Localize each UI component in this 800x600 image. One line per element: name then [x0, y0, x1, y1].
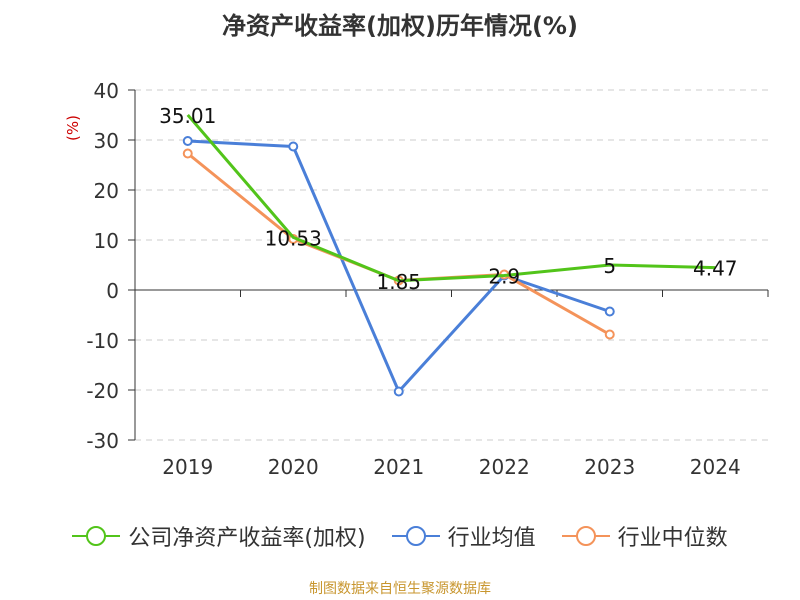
point-industry-avg [393, 386, 404, 397]
y-tick-label: 30 [94, 129, 119, 153]
legend-circle-company [86, 526, 107, 546]
point-industry-avg [604, 306, 615, 317]
point-industry-median [182, 148, 193, 159]
y-tick-label: 40 [94, 79, 119, 103]
y-tick-label: -20 [86, 379, 119, 403]
series-line-industry-avg [187, 139, 611, 393]
point-industry-median [604, 329, 615, 340]
y-tick-label: 0 [106, 279, 119, 303]
data-label-company: 10.53 [265, 226, 322, 250]
legend-item-industry-median[interactable]: 行业中位数 [561, 520, 728, 552]
legend-marker-company [72, 526, 121, 546]
x-tick-label: 2022 [479, 455, 530, 479]
data-label-company: 1.85 [376, 270, 421, 294]
legend-marker-industry-median [561, 526, 610, 546]
legend-item-industry-avg[interactable]: 行业均值 [391, 520, 536, 552]
x-tick-label: 2020 [268, 455, 319, 479]
data-label-company: 2.9 [488, 265, 520, 289]
legend-label-industry-avg: 行业均值 [447, 526, 536, 551]
point-industry-avg [182, 136, 193, 146]
data-label-company: 4.47 [693, 257, 738, 281]
x-tick-label: 2024 [690, 455, 741, 479]
legend-label-industry-median: 行业中位数 [617, 526, 728, 551]
data-label-company: 5 [603, 254, 616, 278]
x-tick-label: 2019 [162, 455, 213, 479]
data-label-company: 35.01 [159, 104, 216, 128]
y-tick-label: -10 [86, 329, 119, 353]
y-tick-label: 20 [94, 179, 119, 203]
legend-marker-industry-avg [391, 526, 440, 546]
y-axis-label: (%) [64, 115, 82, 141]
data-source-note: 制图数据来自恒生聚源数据库 [309, 581, 491, 597]
y-tick-label: -30 [86, 429, 119, 453]
x-tick-label: 2021 [373, 455, 424, 479]
chart-legend: 公司净资产收益率(加权) 行业均值 行业中位数 [0, 520, 800, 552]
legend-circle-industry-avg [405, 526, 426, 546]
legend-label-company: 公司净资产收益率(加权) [128, 526, 366, 551]
x-tick-label: 2023 [584, 455, 635, 479]
legend-circle-industry-median [575, 526, 596, 546]
y-tick-label: 10 [94, 229, 119, 253]
series-line-industry-median [186, 152, 611, 336]
point-industry-avg [288, 141, 299, 152]
series-line-company [186, 113, 716, 283]
legend-item-company[interactable]: 公司净资产收益率(加权) [72, 520, 366, 552]
chart-title: 净资产收益率(加权)历年情况(%) [222, 12, 578, 40]
